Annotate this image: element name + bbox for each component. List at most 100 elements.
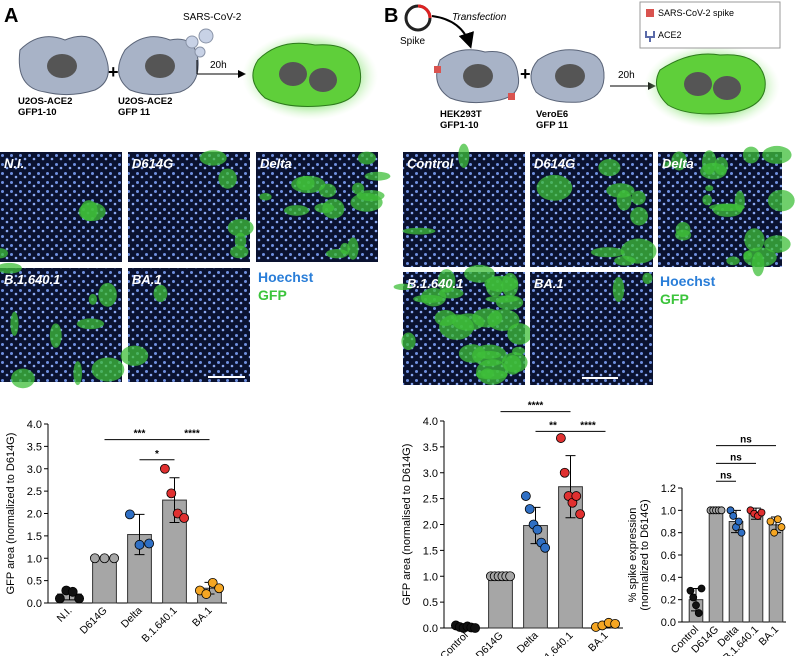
gfp-signal [88, 293, 98, 305]
gfp-signal [606, 183, 635, 198]
data-point [555, 433, 566, 443]
gfp-signal [503, 355, 522, 375]
y-tick-label: 0.5 [27, 576, 42, 588]
gfp-signal [590, 247, 625, 258]
y-tick-label: 0.5 [423, 597, 438, 609]
gfp-signal [259, 192, 272, 201]
gfp-signal [642, 272, 653, 285]
gfp-signal [475, 369, 508, 380]
data-point [166, 488, 177, 499]
gfp-signal [230, 245, 249, 259]
y-tick-label: 0.8 [661, 528, 676, 540]
gfp-signal [701, 150, 717, 175]
microscopy-image: Delta [256, 151, 391, 262]
y-tick-label: 2.0 [27, 509, 42, 521]
svg-text:+: + [520, 64, 531, 84]
data-point [766, 517, 775, 526]
bar [708, 509, 724, 623]
y-tick-label: 1.5 [423, 545, 438, 557]
bar [728, 521, 744, 623]
gfp-signal [743, 250, 753, 260]
image-label: D614G [132, 156, 173, 171]
x-tick-label: Delta [119, 605, 145, 631]
gfp-signal [671, 151, 687, 171]
gfp-signal [153, 284, 168, 303]
data-point [737, 528, 746, 537]
gfp-signal [318, 183, 337, 198]
stain-label: Hoechst [660, 273, 716, 289]
data-point [692, 601, 700, 610]
data-point [689, 593, 698, 602]
data-point [575, 509, 586, 520]
gfp-signal [402, 227, 436, 235]
gfp-signal [78, 202, 106, 222]
y-tick-label: 0.0 [661, 617, 676, 629]
x-tick-label: B.1.640.1 [139, 605, 179, 645]
gfp-signal [347, 237, 359, 260]
data-point [532, 524, 543, 535]
gfp-signal [10, 311, 19, 336]
gfp-signal [227, 218, 254, 237]
image-label: B.1.640.1 [4, 272, 60, 287]
stain-label: GFP [258, 287, 287, 303]
data-point [777, 523, 786, 531]
method-label: Transfection [452, 12, 507, 23]
image-label: Delta [260, 156, 292, 171]
x-tick-label: BA.1 [586, 630, 611, 655]
image-background [403, 152, 525, 267]
image-label: D614G [534, 156, 575, 171]
virus-label: SARS-CoV-2 [183, 12, 242, 23]
cell-label: GFP1-10 [18, 107, 57, 118]
gfp-signal [752, 251, 765, 277]
data-point [109, 553, 120, 564]
microscopy-image: Delta [658, 145, 795, 277]
gfp-signal [98, 282, 117, 307]
y-tick-label: 0.6 [661, 550, 676, 562]
data-point [734, 517, 743, 526]
data-point [610, 618, 621, 629]
significance-label: * [155, 449, 159, 460]
gfp-signal [714, 157, 729, 176]
gfp-signal [705, 185, 714, 192]
data-point [54, 593, 65, 604]
cell-label: VeroE6 [536, 109, 568, 120]
x-tick-label: D614G [474, 630, 506, 656]
y-tick-label: 0.0 [27, 598, 42, 610]
gfp-signal [614, 255, 636, 266]
significance-label: **** [580, 420, 596, 431]
data-point [144, 538, 155, 549]
significance-label: ns [720, 470, 732, 481]
significance-label: ns [740, 435, 752, 446]
data-point [729, 512, 738, 520]
legend-label: ACE2 [658, 30, 682, 40]
gfp-signal [420, 287, 447, 307]
y-tick-label: 4.0 [27, 419, 42, 431]
microscopy-image: D614G [530, 152, 657, 267]
microscopy-image: D614G [128, 150, 254, 262]
gfp-signal [91, 357, 125, 382]
y-tick-label: 3.0 [27, 464, 42, 476]
gfp-signal [0, 248, 9, 259]
significance-label: *** [134, 429, 146, 440]
gfp-signal [512, 346, 526, 356]
data-point [201, 589, 212, 599]
x-tick-label: N.I. [55, 605, 75, 625]
gfp-signal [218, 168, 237, 189]
x-tick-label: Control [438, 630, 470, 656]
gfp-signal [364, 171, 391, 181]
data-point [99, 553, 110, 564]
y-tick-label: 2.0 [423, 520, 438, 532]
y-tick-label: 0.2 [661, 595, 676, 607]
gfp-signal [767, 189, 795, 212]
data-point [179, 513, 190, 523]
time-label: 20h [618, 70, 635, 81]
svg-text:+: + [108, 62, 119, 82]
data-point [773, 515, 782, 524]
gfp-signal [536, 174, 573, 201]
gfp-signal [357, 151, 377, 165]
gfp-signal [742, 146, 760, 164]
gfp-signal [762, 145, 792, 164]
x-tick-label: BA.1 [757, 624, 782, 649]
gfp-signal [401, 332, 416, 351]
